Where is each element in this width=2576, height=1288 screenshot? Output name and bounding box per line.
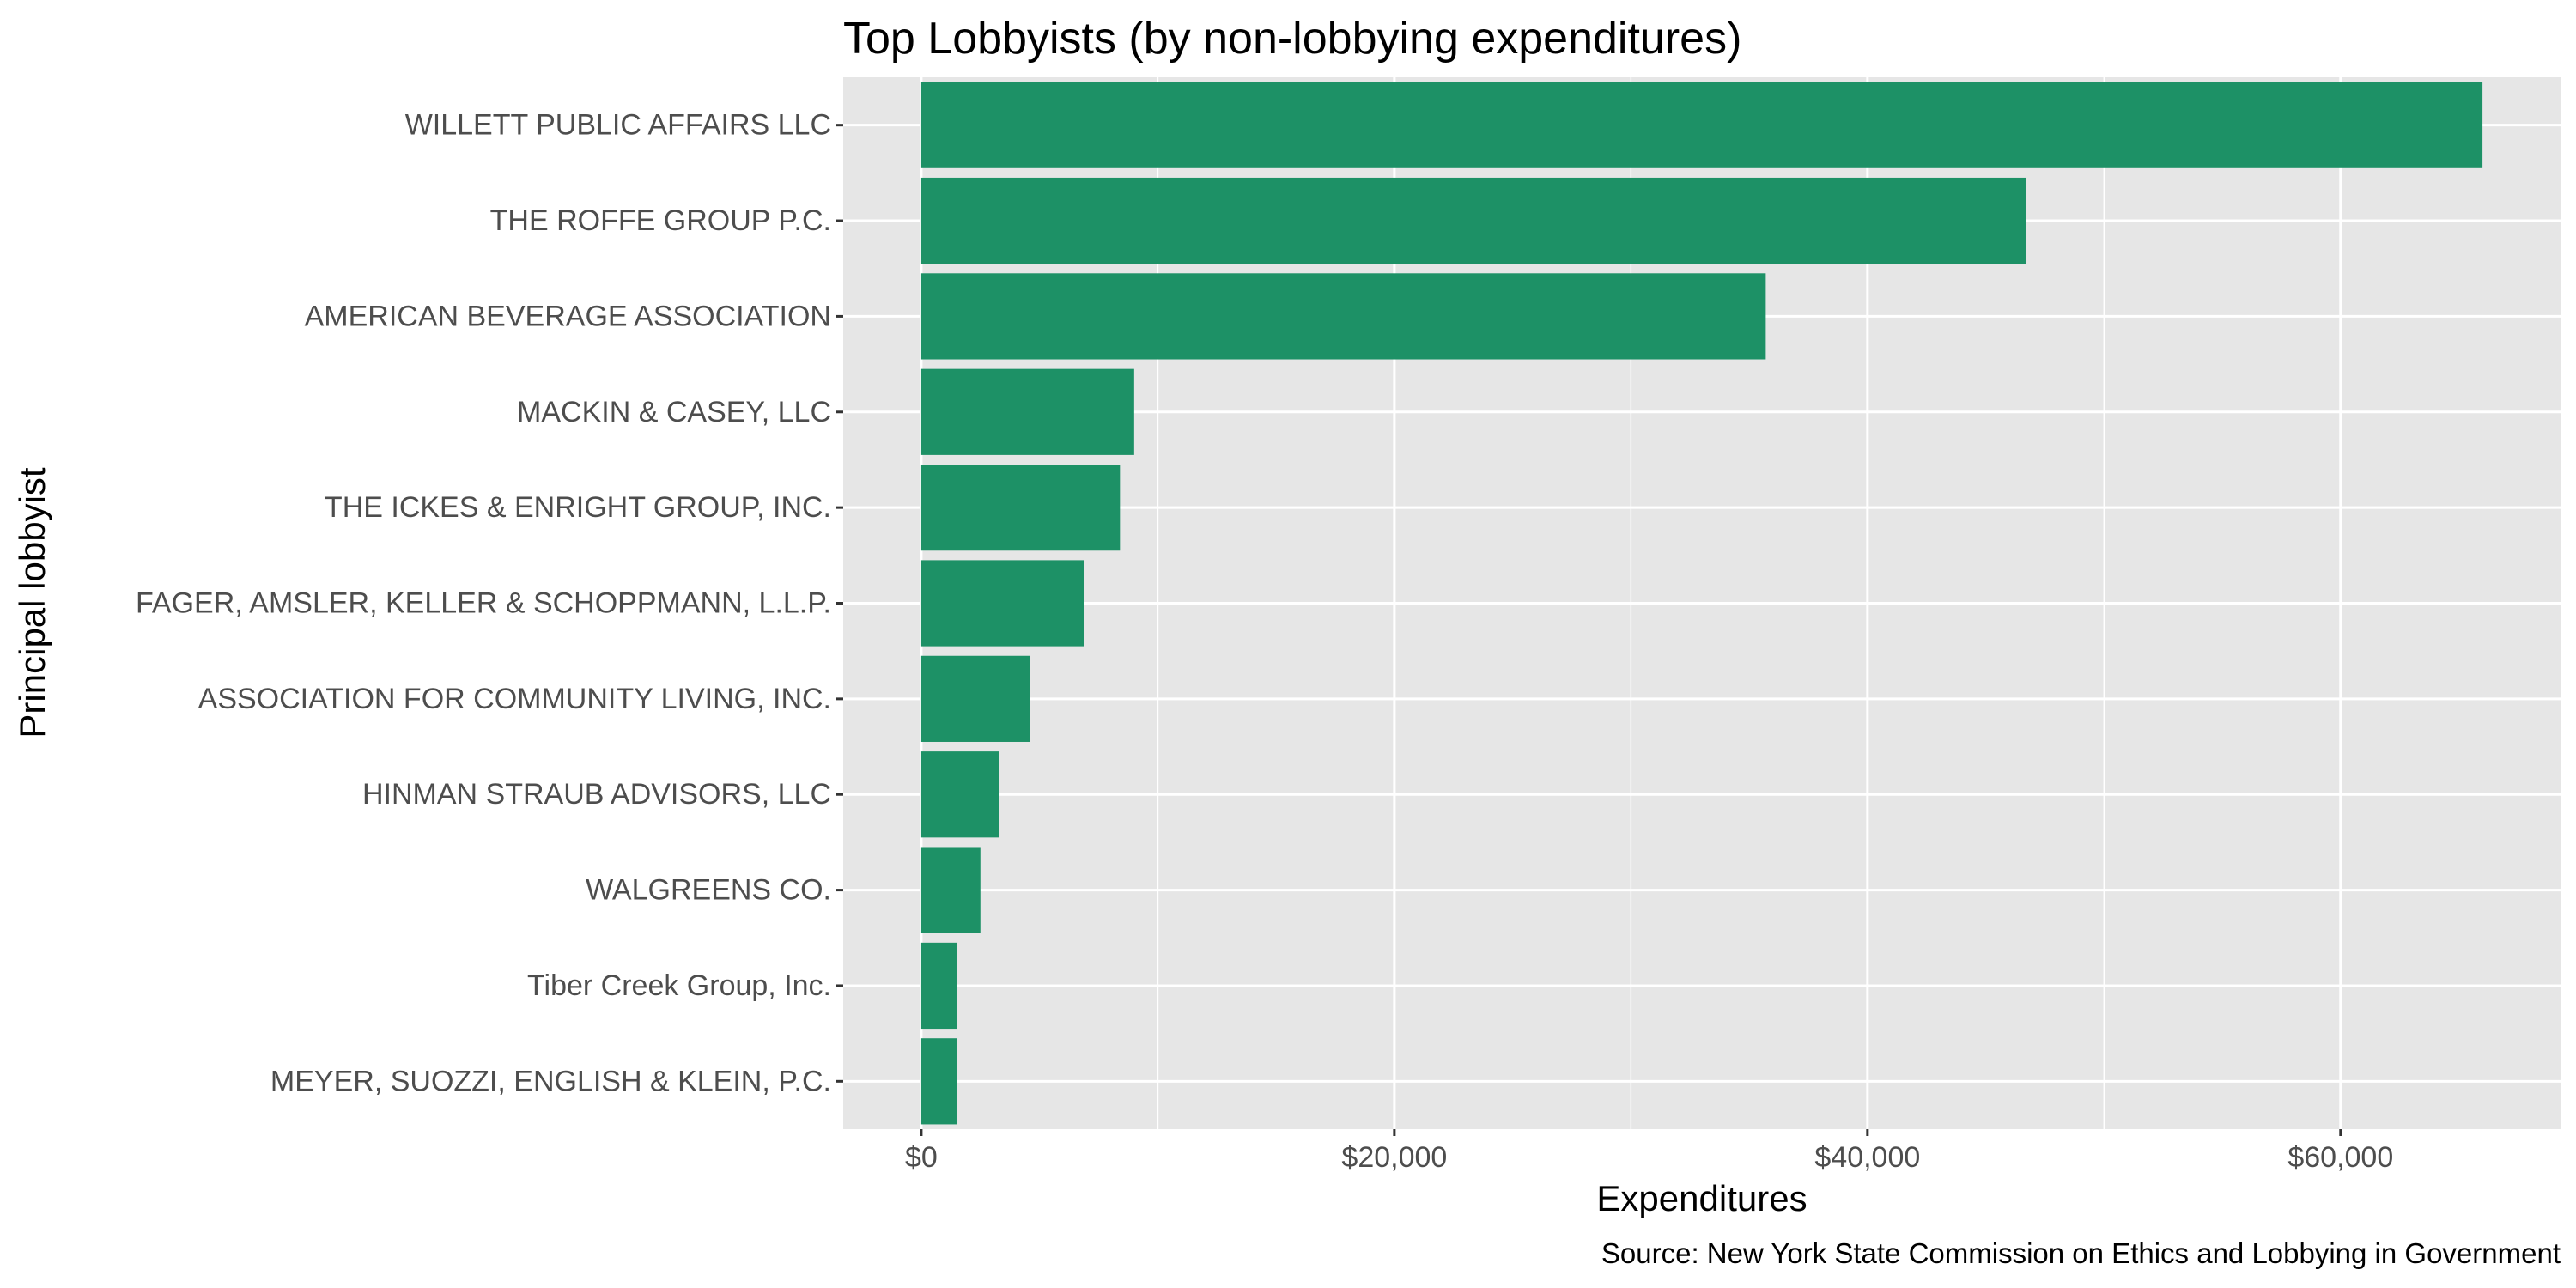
y-tick-label: ASSOCIATION FOR COMMUNITY LIVING, INC. bbox=[198, 683, 831, 715]
bar bbox=[920, 1038, 957, 1125]
bar bbox=[920, 82, 2483, 168]
bar bbox=[920, 177, 2026, 264]
bar bbox=[920, 751, 999, 838]
y-tick-label: THE ROFFE GROUP P.C. bbox=[490, 204, 831, 237]
y-axis-title: Principal lobbyist bbox=[12, 467, 52, 738]
bar bbox=[920, 273, 1766, 360]
y-tick-label: MACKIN & CASEY, LLC bbox=[517, 396, 831, 428]
x-tick-label: $40,000 bbox=[1814, 1141, 1920, 1174]
y-tick-label: HINMAN STRAUB ADVISORS, LLC bbox=[362, 778, 831, 811]
y-tick-label: WALGREENS CO. bbox=[586, 874, 831, 907]
y-tick-label: MEYER, SUOZZI, ENGLISH & KLEIN, P.C. bbox=[270, 1065, 831, 1097]
x-tick-label: $20,000 bbox=[1341, 1141, 1447, 1174]
bars bbox=[920, 82, 2483, 1125]
bar bbox=[920, 465, 1121, 551]
x-tick-label: $0 bbox=[905, 1141, 938, 1174]
x-tick-label: $60,000 bbox=[2287, 1141, 2393, 1174]
x-axis: $0 $20,000 $40,000 $60,000 bbox=[905, 1129, 2393, 1174]
bar bbox=[920, 655, 1030, 742]
bar bbox=[920, 942, 957, 1030]
bar bbox=[920, 847, 981, 933]
bar bbox=[920, 560, 1084, 647]
y-tick-label: FAGER, AMSLER, KELLER & SCHOPPMANN, L.L.… bbox=[136, 587, 831, 620]
x-axis-title: Expenditures bbox=[1596, 1178, 1807, 1218]
y-tick-label: AMERICAN BEVERAGE ASSOCIATION bbox=[305, 300, 831, 332]
chart-title: Top Lobbyists (by non-lobbying expenditu… bbox=[843, 14, 1741, 64]
bar bbox=[920, 368, 1134, 455]
chart-caption: Source: New York State Commission on Eth… bbox=[1601, 1237, 2561, 1269]
y-tick-label: THE ICKES & ENRIGHT GROUP, INC. bbox=[325, 491, 831, 524]
y-tick-label: WILLETT PUBLIC AFFAIRS LLC bbox=[405, 109, 831, 142]
y-tick-label: Tiber Creek Group, Inc. bbox=[527, 969, 831, 1002]
y-axis: WILLETT PUBLIC AFFAIRS LLC THE ROFFE GROU… bbox=[136, 109, 843, 1097]
